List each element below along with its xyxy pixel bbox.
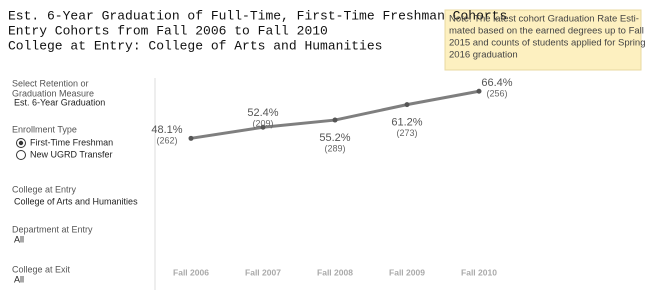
filter-value: All <box>14 274 24 284</box>
filter-label: Department at Entry <box>12 224 93 234</box>
title: Est. 6-Year Graduation of Full-Time, Fir… <box>8 8 507 23</box>
value-label: 66.4% <box>481 77 512 89</box>
x-tick-label: Fall 2006 <box>173 267 209 277</box>
point <box>188 135 194 141</box>
count-label: (273) <box>396 128 417 138</box>
note: 2016 graduation <box>449 50 518 61</box>
radio-dot <box>18 140 24 146</box>
note: mated based on the earned degrees up to … <box>449 26 644 37</box>
filter-label: College at Exit <box>12 264 71 274</box>
count-label: (209) <box>252 119 273 129</box>
x-tick-label: Fall 2010 <box>461 267 497 277</box>
filter-value: Est. 6-Year Graduation <box>14 97 105 107</box>
title: Entry Cohorts from Fall 2006 to Fall 201… <box>8 23 328 38</box>
radio-option: First-Time Freshman <box>30 137 113 147</box>
point <box>260 124 266 130</box>
value-label: 55.2% <box>319 132 350 144</box>
filter-label: Graduation Measure <box>12 88 94 98</box>
x-tick-label: Fall 2008 <box>317 267 353 277</box>
filter-value: All <box>14 234 24 244</box>
filter-label: College at Entry <box>12 184 77 194</box>
title: College at Entry: College of Arts and Hu… <box>8 38 382 53</box>
count-label: (256) <box>486 89 507 99</box>
filter-label: Select Retention or <box>12 78 89 88</box>
note: Note: The latest cohort Graduation Rate … <box>449 14 639 25</box>
filter-label: Enrollment Type <box>12 124 77 134</box>
radio[interactable] <box>16 150 26 160</box>
x-tick-label: Fall 2009 <box>389 267 425 277</box>
point <box>332 117 338 123</box>
filter-value: College of Arts and Humanities <box>14 196 138 206</box>
note-box <box>444 9 642 71</box>
value-label: 48.1% <box>151 124 182 136</box>
radio-option: New UGRD Transfer <box>30 149 113 159</box>
value-label: 52.4% <box>247 107 278 119</box>
count-label: (289) <box>324 143 345 153</box>
note: 2015 and counts of students applied for … <box>449 38 645 49</box>
value-label: 61.2% <box>391 117 422 129</box>
point <box>404 102 410 108</box>
count-label: (262) <box>156 136 177 146</box>
point <box>476 88 482 94</box>
x-tick-label: Fall 2007 <box>245 267 281 277</box>
